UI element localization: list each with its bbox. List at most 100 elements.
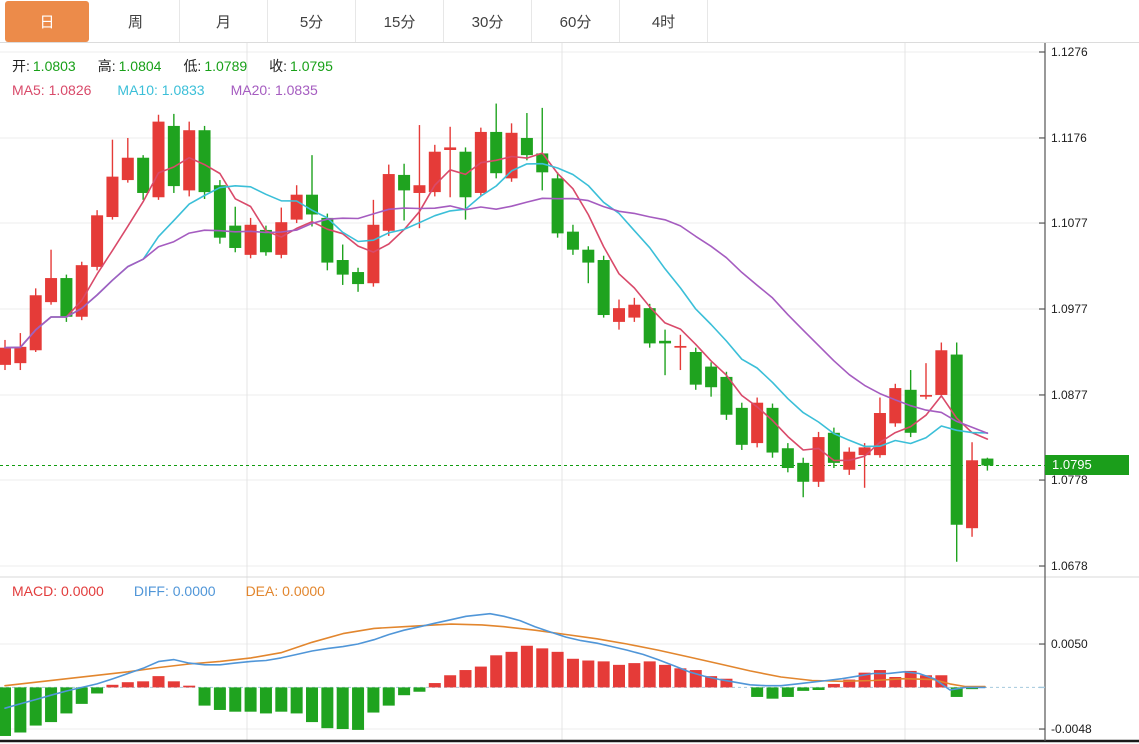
candle-body bbox=[812, 437, 825, 482]
candle-body bbox=[367, 224, 380, 284]
candle-body bbox=[490, 131, 503, 174]
candle-body bbox=[613, 308, 625, 322]
macd-tick-label: -0.0048 bbox=[1051, 722, 1092, 737]
diff-line bbox=[4, 612, 986, 710]
macd-histogram-bar bbox=[566, 658, 579, 688]
candle-body bbox=[259, 229, 272, 253]
candle-body bbox=[275, 222, 288, 255]
macd-histogram-bar bbox=[367, 687, 380, 713]
price-tick-label: 1.1176 bbox=[1051, 130, 1087, 145]
macd-histogram-bar bbox=[398, 687, 411, 696]
price-tick-label: 1.0678 bbox=[1051, 559, 1088, 573]
candle-body bbox=[689, 351, 702, 385]
macd-histogram-bar bbox=[720, 678, 733, 688]
candle-body bbox=[735, 407, 748, 445]
close-value: 1.0795 bbox=[290, 58, 333, 74]
ma5-label: MA5: bbox=[12, 82, 45, 98]
diff-value-readout: DIFF: 0.0000 bbox=[134, 583, 216, 599]
candle-body bbox=[827, 432, 840, 463]
candle-body bbox=[382, 174, 395, 231]
ma10-line bbox=[4, 162, 989, 448]
tab-月[interactable]: 月 bbox=[180, 0, 268, 42]
tab-5分[interactable]: 5分 bbox=[268, 0, 356, 42]
price-tick-label: 1.1276 bbox=[1051, 45, 1088, 59]
macd-histogram-bar bbox=[121, 682, 134, 688]
candle-body bbox=[183, 130, 196, 191]
candle-body bbox=[520, 137, 533, 156]
macd-histogram-bar bbox=[321, 687, 334, 729]
candle-body bbox=[444, 147, 457, 150]
macd-histogram-bar bbox=[336, 687, 349, 730]
candle-body bbox=[413, 185, 426, 193]
macd-histogram-bar bbox=[0, 687, 11, 736]
macd-histogram-bar bbox=[382, 687, 395, 706]
ma20-readout: MA20: 1.0835 bbox=[231, 82, 318, 98]
candle-body bbox=[889, 388, 902, 424]
tab-4时[interactable]: 4时 bbox=[620, 0, 708, 42]
candle-body bbox=[229, 225, 242, 248]
ma10-value: 1.0833 bbox=[161, 82, 205, 98]
low-value: 1.0789 bbox=[204, 58, 248, 74]
price-tick-label: 1.0877 bbox=[1051, 387, 1088, 402]
macd-histogram-bar bbox=[812, 687, 825, 691]
candle-body bbox=[336, 260, 349, 275]
high-label: 高: bbox=[97, 58, 116, 74]
diff-label: DIFF: bbox=[133, 583, 169, 599]
macd-label: MACD: bbox=[12, 583, 58, 599]
candle-body bbox=[566, 231, 579, 250]
macd-histogram-bar bbox=[29, 687, 42, 726]
dea-label: DEA: bbox=[245, 583, 279, 599]
ma20-value: 1.0835 bbox=[274, 82, 318, 98]
price-tick-label: 1.0977 bbox=[1051, 302, 1088, 316]
tab-周[interactable]: 周 bbox=[92, 0, 180, 42]
dea-value: 0.0000 bbox=[282, 583, 325, 599]
macd-histogram-bar bbox=[597, 661, 610, 688]
current-price-badge: 1.0795 bbox=[1045, 455, 1129, 476]
diff-value: 0.0000 bbox=[172, 583, 216, 599]
macd-histogram-bar bbox=[444, 675, 457, 688]
macd-histogram-bar bbox=[290, 687, 303, 714]
open-label: 开: bbox=[12, 58, 30, 74]
macd-histogram-bar bbox=[167, 681, 180, 688]
candle-body bbox=[137, 157, 150, 193]
macd-histogram-bar bbox=[306, 687, 318, 723]
candle-body bbox=[306, 194, 318, 215]
candle-body bbox=[352, 272, 365, 285]
macd-histogram-bar bbox=[551, 651, 564, 688]
macd-histogram-bar bbox=[259, 687, 272, 714]
tab-日[interactable]: 日 bbox=[5, 1, 89, 42]
macd-histogram-bar bbox=[152, 676, 165, 688]
candle-body bbox=[920, 394, 932, 397]
macd-histogram-bar bbox=[137, 681, 150, 688]
candle-body bbox=[29, 295, 42, 351]
candle-body bbox=[597, 260, 610, 316]
candle-body bbox=[981, 458, 994, 466]
macd-histogram-bar bbox=[75, 687, 88, 704]
tab-60分[interactable]: 60分 bbox=[532, 0, 620, 42]
candle-body bbox=[91, 215, 104, 267]
macd-histogram-bar bbox=[889, 676, 902, 688]
macd-histogram-bar bbox=[766, 687, 779, 699]
candle-body bbox=[628, 304, 641, 318]
macd-histogram-bar bbox=[873, 670, 886, 688]
ohlc-high: 高: 1.0804 bbox=[98, 56, 162, 76]
macd-histogram-bar bbox=[520, 645, 533, 688]
tab-15分[interactable]: 15分 bbox=[356, 0, 444, 42]
close-label: 收: bbox=[269, 58, 288, 74]
candle-body bbox=[950, 354, 963, 525]
candle-body bbox=[751, 402, 764, 444]
macd-histogram-bar bbox=[827, 683, 840, 688]
tab-30分[interactable]: 30分 bbox=[444, 0, 532, 42]
candle-body bbox=[0, 347, 11, 365]
macd-histogram-bar bbox=[628, 663, 641, 688]
candle-body bbox=[244, 224, 257, 255]
candle-body bbox=[582, 249, 595, 263]
candle-body bbox=[198, 130, 211, 193]
ma20-line bbox=[4, 197, 989, 435]
macd-histogram-bar bbox=[920, 675, 932, 688]
dea-value-readout: DEA: 0.0000 bbox=[246, 583, 325, 599]
macd-histogram-bar bbox=[413, 687, 426, 692]
macd-readout: MACD: 0.0000 DIFF: 0.0000 DEA: 0.0000 bbox=[12, 583, 325, 599]
